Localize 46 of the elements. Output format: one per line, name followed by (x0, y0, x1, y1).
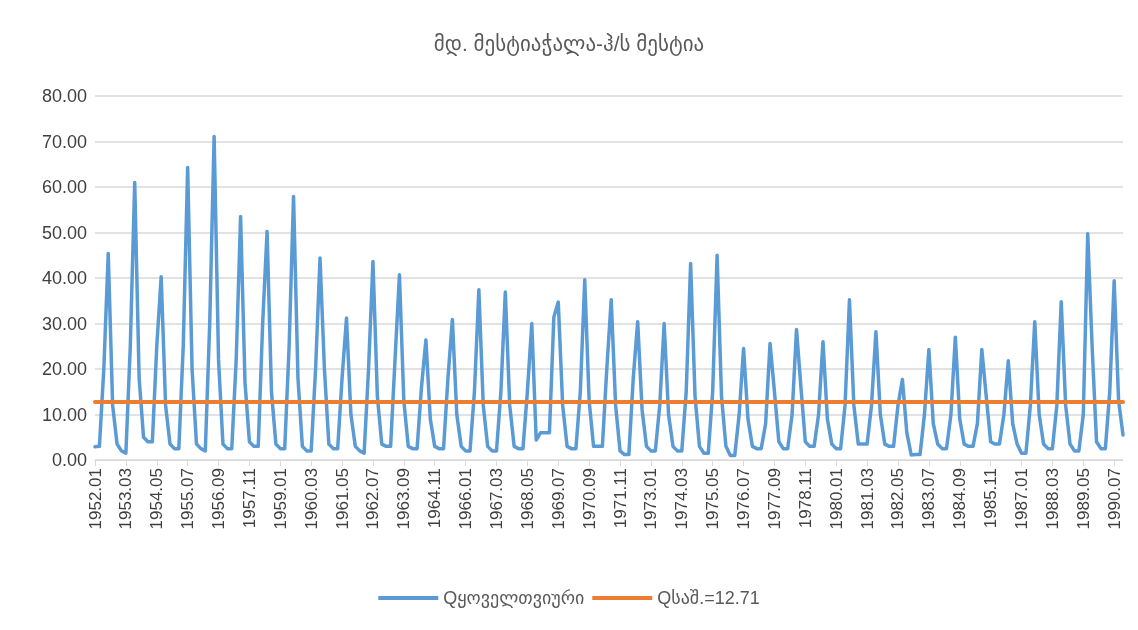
y-tick-label: 30.00 (41, 313, 87, 334)
x-tick-label: 1987.01 (1012, 468, 1032, 530)
x-tick-label: 1952.01 (85, 468, 105, 530)
x-tick-label: 1984.09 (950, 468, 970, 530)
x-tick-label: 1970.09 (579, 468, 599, 530)
x-tick-label: 1973.01 (641, 468, 661, 530)
x-tick-label: 1971.11 (610, 468, 630, 529)
x-tick-label: 1985.11 (981, 468, 1001, 529)
x-tick-label: 1961.05 (332, 468, 352, 530)
x-tick-label: 1954.05 (147, 468, 167, 530)
x-tick-label: 1981.03 (857, 468, 877, 530)
y-tick-label: 20.00 (41, 359, 87, 379)
x-tick-label: 1955.07 (178, 468, 198, 530)
x-tick-label: 1980.01 (826, 468, 846, 530)
x-tick-label: 1956.09 (209, 468, 229, 530)
y-tick-label: 50.00 (41, 222, 87, 243)
x-tick-label: 1982.05 (888, 468, 908, 530)
x-tick-label: 1966.01 (456, 468, 476, 530)
x-tick-label: 1969.07 (548, 468, 568, 530)
y-tick-label: 0.00 (51, 450, 87, 470)
x-tick-label: 1975.05 (703, 468, 723, 530)
x-tick-label: 1989.05 (1073, 468, 1093, 530)
chart-title: მდ. მესტიაჭალა-ჰ/ს მესტია (433, 32, 705, 56)
y-tick-label: 80.00 (41, 86, 87, 106)
x-tick-label: 1953.03 (116, 468, 136, 530)
x-tick-label: 1957.11 (239, 468, 259, 529)
legend-label: Qსაშ.=12.71 (657, 588, 760, 608)
x-tick-label: 1990.07 (1104, 468, 1124, 530)
x-tick-label: 1983.07 (919, 468, 939, 530)
x-tick-label: 1976.07 (734, 468, 754, 530)
x-tick-label: 1967.03 (486, 468, 506, 530)
x-tick-label: 1962.07 (363, 468, 383, 530)
x-tick-label: 1963.09 (394, 468, 414, 530)
x-tick-label: 1964.11 (425, 468, 445, 529)
x-tick-label: 1974.03 (672, 468, 692, 530)
x-tick-label: 1959.01 (270, 468, 290, 530)
legend-label: Qყოველთვიური (443, 588, 585, 608)
y-tick-label: 10.00 (41, 404, 87, 425)
x-tick-label: 1960.03 (301, 468, 321, 530)
y-tick-label: 40.00 (41, 268, 87, 288)
x-tick-label: 1988.03 (1042, 468, 1062, 530)
x-tick-label: 1968.05 (517, 468, 537, 530)
x-tick-label: 1978.11 (795, 468, 815, 529)
y-tick-label: 60.00 (41, 177, 87, 197)
y-tick-label: 70.00 (41, 131, 87, 152)
x-tick-label: 1977.09 (764, 468, 784, 530)
